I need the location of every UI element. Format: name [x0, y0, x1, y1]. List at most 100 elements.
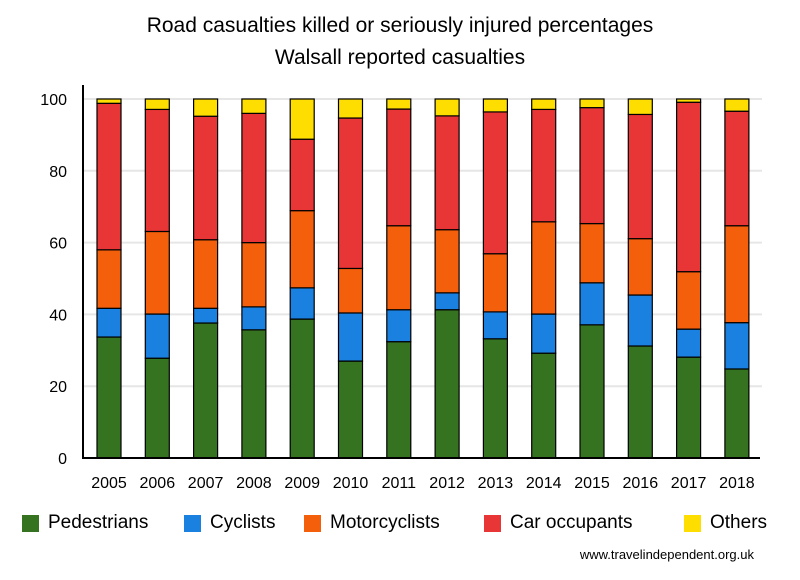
- x-tick-label: 2018: [719, 475, 755, 492]
- legend-swatch: [684, 514, 701, 532]
- bar-segment-others: [531, 98, 557, 111]
- x-tick-label: 2016: [623, 475, 659, 492]
- bar-segment-cyclists: [531, 313, 557, 354]
- bar-segment-motorcyclists: [144, 230, 170, 315]
- chart-subtitle: Walsall reported casualties: [274, 46, 526, 69]
- x-tick-label: 2011: [382, 475, 417, 492]
- bar-segment-car-occupants: [579, 107, 605, 225]
- bar-segment-car-occupants: [434, 115, 460, 231]
- legend-item: Motorcyclists: [304, 512, 440, 534]
- legend-label: Car occupants: [510, 512, 633, 533]
- source-credit: www.travelindependent.org.uk: [579, 547, 754, 562]
- y-tick-label: 60: [49, 236, 67, 253]
- bar-segment-motorcyclists: [193, 239, 219, 309]
- stacked-bar-chart: 0 20 40 60 80 100 2005 2006 2007 2008 2009 2010 2011…: [40, 85, 762, 492]
- bar-segment-pedestrians: [482, 338, 508, 459]
- chart-title: Road casualties killed or seriously inju…: [146, 14, 654, 37]
- legend-swatch: [304, 514, 321, 532]
- legend-item: Others: [684, 512, 767, 534]
- y-tick-label: 40: [49, 307, 67, 324]
- bar-segment-cyclists: [386, 309, 412, 343]
- legend-item: Cyclists: [184, 512, 275, 534]
- x-tick-label: 2014: [526, 475, 562, 492]
- bar-segment-car-occupants: [241, 112, 267, 244]
- bar-segment-pedestrians: [144, 357, 170, 459]
- bar-segment-cyclists: [241, 306, 267, 331]
- x-tick-label: 2012: [429, 475, 465, 492]
- bar-segment-motorcyclists: [337, 267, 364, 314]
- bar-segment-motorcyclists: [531, 221, 557, 315]
- bar-segment-pedestrians: [531, 352, 557, 459]
- bar-segment-motorcyclists: [386, 225, 412, 311]
- bar-segment-motorcyclists: [675, 271, 702, 330]
- x-tick-label: 2013: [478, 475, 514, 492]
- bar-segment-cyclists: [724, 322, 750, 370]
- bar-segment-pedestrians: [434, 309, 460, 459]
- bar-segment-car-occupants: [193, 115, 219, 241]
- bar-segment-motorcyclists: [724, 225, 750, 324]
- bar-segment-pedestrians: [241, 329, 267, 459]
- bar-segment-others: [144, 98, 170, 111]
- bar-segment-others: [96, 98, 122, 104]
- bar-segment-others: [193, 98, 219, 117]
- legend-label: Others: [710, 512, 768, 533]
- bar-segment-cyclists: [193, 307, 219, 324]
- bar-segment-cyclists: [675, 328, 702, 358]
- bar-segment-cyclists: [482, 311, 508, 340]
- bar-segment-cyclists: [337, 312, 364, 362]
- bar-segment-others: [241, 98, 267, 114]
- bar-segment-motorcyclists: [241, 242, 267, 308]
- bar-segment-cyclists: [627, 294, 653, 347]
- bar-segment-others: [675, 98, 702, 103]
- bar-segment-cyclists: [579, 282, 605, 326]
- x-tick-label: 2009: [284, 475, 320, 492]
- bar-segment-others: [579, 98, 605, 109]
- bar-segment-pedestrians: [724, 368, 750, 459]
- bar-segment-pedestrians: [675, 356, 702, 459]
- legend-label: Motorcyclists: [330, 512, 440, 533]
- y-tick-label: 80: [49, 164, 67, 181]
- y-tick-label: 100: [40, 92, 67, 109]
- bar-segment-pedestrians: [96, 336, 122, 459]
- bar-segment-car-occupants: [144, 108, 170, 233]
- y-tick-label: 0: [58, 451, 67, 468]
- legend-label: Cyclists: [210, 512, 276, 533]
- bar-segment-car-occupants: [627, 113, 653, 240]
- legend-item: Car occupants: [484, 512, 633, 534]
- bar-segment-others: [434, 98, 460, 117]
- bar-segment-pedestrians: [193, 322, 219, 459]
- bar-segment-car-occupants: [289, 138, 315, 212]
- legend-item: Pedestrians: [22, 512, 148, 534]
- legend-label: Pedestrians: [48, 512, 149, 533]
- bar-segment-pedestrians: [627, 345, 653, 459]
- bar-segment-car-occupants: [482, 111, 508, 255]
- legend-swatch: [484, 514, 501, 532]
- bar-segment-motorcyclists: [434, 229, 460, 294]
- bar-segment-car-occupants: [724, 110, 750, 227]
- legend-swatch: [22, 514, 39, 532]
- x-tick-label: 2017: [671, 475, 707, 492]
- y-tick-label: 20: [49, 379, 67, 396]
- bar-segment-motorcyclists: [96, 249, 122, 309]
- bar-segment-cyclists: [96, 307, 122, 338]
- x-tick-label: 2007: [188, 475, 224, 492]
- bar-segment-cyclists: [289, 287, 315, 320]
- bar-segment-car-occupants: [337, 117, 364, 270]
- bar-segment-car-occupants: [675, 101, 702, 273]
- bar-segment-others: [627, 98, 653, 116]
- bar-segment-motorcyclists: [482, 253, 508, 313]
- bar-segment-pedestrians: [579, 324, 605, 459]
- bar-segment-cyclists: [434, 292, 460, 311]
- x-tick-label: 2006: [140, 475, 176, 492]
- legend: Pedestrians Cyclists Motorcyclists Car occu…: [0, 512, 800, 538]
- bar-segment-motorcyclists: [579, 222, 605, 284]
- bar-segment-car-occupants: [531, 108, 557, 223]
- x-tick-label: 2010: [333, 475, 369, 492]
- bar-segment-car-occupants: [96, 102, 122, 251]
- bar-segment-cyclists: [144, 313, 170, 359]
- bar-segment-pedestrians: [289, 318, 315, 459]
- x-tick-label: 2008: [236, 475, 272, 492]
- bar-segment-motorcyclists: [627, 238, 653, 296]
- bar-segment-pedestrians: [337, 360, 364, 459]
- x-tick-label: 2015: [574, 475, 610, 492]
